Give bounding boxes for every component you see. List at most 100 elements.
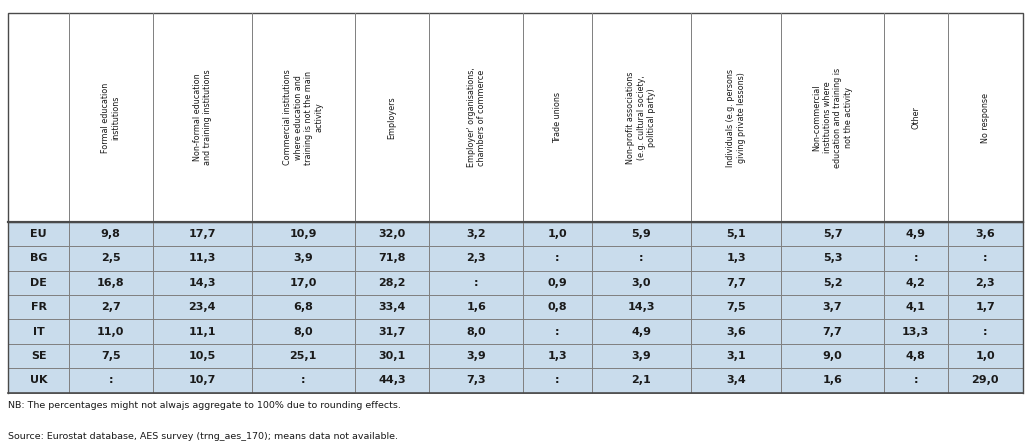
Text: 1,6: 1,6 (466, 302, 487, 312)
Text: :: : (555, 254, 560, 263)
Text: 16,8: 16,8 (97, 278, 125, 288)
Text: 1,0: 1,0 (975, 351, 995, 361)
Text: :: : (913, 254, 918, 263)
Text: 2,7: 2,7 (101, 302, 121, 312)
Text: 1,0: 1,0 (547, 229, 567, 239)
Text: 4,8: 4,8 (906, 351, 926, 361)
Text: 9,0: 9,0 (823, 351, 842, 361)
Text: 5,7: 5,7 (823, 229, 842, 239)
Text: 10,9: 10,9 (290, 229, 317, 239)
Text: 9,8: 9,8 (101, 229, 121, 239)
Text: 3,9: 3,9 (294, 254, 313, 263)
Text: 2,5: 2,5 (101, 254, 121, 263)
Text: 2,1: 2,1 (631, 375, 652, 385)
Text: 4,1: 4,1 (906, 302, 926, 312)
Text: Commercial institutions
where education and
training is not the main
activity: Commercial institutions where education … (284, 70, 324, 166)
Bar (8, 13, 1023, 222)
Text: 5,9: 5,9 (631, 229, 652, 239)
Text: 10,7: 10,7 (189, 375, 217, 385)
Text: 17,7: 17,7 (189, 229, 217, 239)
Text: Employer' organisations,
chambers of commerce: Employer' organisations, chambers of com… (467, 67, 486, 167)
Text: 3,9: 3,9 (466, 351, 487, 361)
Text: :: : (555, 326, 560, 337)
Text: 17,0: 17,0 (290, 278, 317, 288)
Text: DE: DE (30, 278, 47, 288)
Text: EU: EU (30, 229, 46, 239)
Text: 28,2: 28,2 (378, 278, 406, 288)
Text: :: : (108, 375, 113, 385)
Text: Trade unions: Trade unions (553, 92, 562, 143)
Text: 2,3: 2,3 (975, 278, 995, 288)
Text: 3,9: 3,9 (631, 351, 652, 361)
Text: 11,0: 11,0 (97, 326, 125, 337)
Text: 33,4: 33,4 (378, 302, 405, 312)
Text: 5,3: 5,3 (823, 254, 842, 263)
Text: 1,3: 1,3 (547, 351, 567, 361)
Text: :: : (555, 375, 560, 385)
Text: Other: Other (911, 106, 921, 129)
Text: 7,7: 7,7 (823, 326, 842, 337)
Text: 10,5: 10,5 (189, 351, 215, 361)
Text: 11,3: 11,3 (189, 254, 217, 263)
Text: :: : (474, 278, 478, 288)
Text: 6,8: 6,8 (293, 302, 313, 312)
Bar (8, 246, 1023, 270)
Text: Non-commercial
institutions where
education and training is
not the activity: Non-commercial institutions where educat… (812, 67, 853, 167)
Text: 2,3: 2,3 (467, 254, 487, 263)
Text: 25,1: 25,1 (290, 351, 317, 361)
Text: 0,8: 0,8 (547, 302, 567, 312)
Text: IT: IT (33, 326, 44, 337)
Text: 5,1: 5,1 (726, 229, 745, 239)
Text: 4,2: 4,2 (906, 278, 926, 288)
Text: 7,5: 7,5 (726, 302, 745, 312)
Bar (8, 270, 1023, 295)
Text: Source: Eurostat database, AES survey (trng_aes_170); means data not available.: Source: Eurostat database, AES survey (t… (8, 432, 398, 441)
Text: 1,6: 1,6 (823, 375, 842, 385)
Text: :: : (913, 375, 918, 385)
Text: :: : (983, 326, 988, 337)
Bar (8, 295, 1023, 319)
Text: :: : (301, 375, 305, 385)
Text: Non-profit associations
(e.g. cultural society,
political party): Non-profit associations (e.g. cultural s… (626, 71, 656, 164)
Bar (8, 368, 1023, 392)
Text: :: : (983, 254, 988, 263)
Text: 4,9: 4,9 (906, 229, 926, 239)
Text: 8,0: 8,0 (467, 326, 487, 337)
Text: 7,7: 7,7 (726, 278, 745, 288)
Text: 7,3: 7,3 (467, 375, 487, 385)
Text: 3,0: 3,0 (631, 278, 651, 288)
Text: 13,3: 13,3 (902, 326, 929, 337)
Text: No response: No response (980, 92, 990, 143)
Text: Formal education
institutions: Formal education institutions (101, 83, 121, 153)
Text: 1,7: 1,7 (975, 302, 995, 312)
Text: 32,0: 32,0 (378, 229, 405, 239)
Text: Individuals (e.g. persons
giving private lessons): Individuals (e.g. persons giving private… (727, 68, 745, 166)
Text: 3,7: 3,7 (823, 302, 842, 312)
Bar (8, 13, 1023, 222)
Text: 0,9: 0,9 (547, 278, 567, 288)
Text: 30,1: 30,1 (378, 351, 405, 361)
Text: 11,1: 11,1 (189, 326, 217, 337)
Text: 3,6: 3,6 (726, 326, 745, 337)
Bar (8, 319, 1023, 344)
Text: 1,3: 1,3 (726, 254, 745, 263)
Text: FR: FR (31, 302, 46, 312)
Text: NB: The percentages might not alwajs aggregate to 100% due to rounding effects.: NB: The percentages might not alwajs agg… (8, 401, 401, 410)
Text: 3,4: 3,4 (726, 375, 745, 385)
Text: 3,1: 3,1 (726, 351, 745, 361)
Text: 23,4: 23,4 (189, 302, 217, 312)
Text: 31,7: 31,7 (378, 326, 405, 337)
Text: 4,9: 4,9 (631, 326, 652, 337)
Text: 14,3: 14,3 (628, 302, 655, 312)
Text: Employers: Employers (388, 96, 397, 139)
Bar (8, 344, 1023, 368)
Text: SE: SE (31, 351, 46, 361)
Text: 3,6: 3,6 (975, 229, 995, 239)
Text: 71,8: 71,8 (378, 254, 406, 263)
Text: 7,5: 7,5 (101, 351, 121, 361)
Text: Non-formal education
and training institutions: Non-formal education and training instit… (193, 70, 212, 165)
Text: 8,0: 8,0 (294, 326, 313, 337)
Text: BG: BG (30, 254, 47, 263)
Text: :: : (639, 254, 643, 263)
Text: 3,2: 3,2 (467, 229, 487, 239)
